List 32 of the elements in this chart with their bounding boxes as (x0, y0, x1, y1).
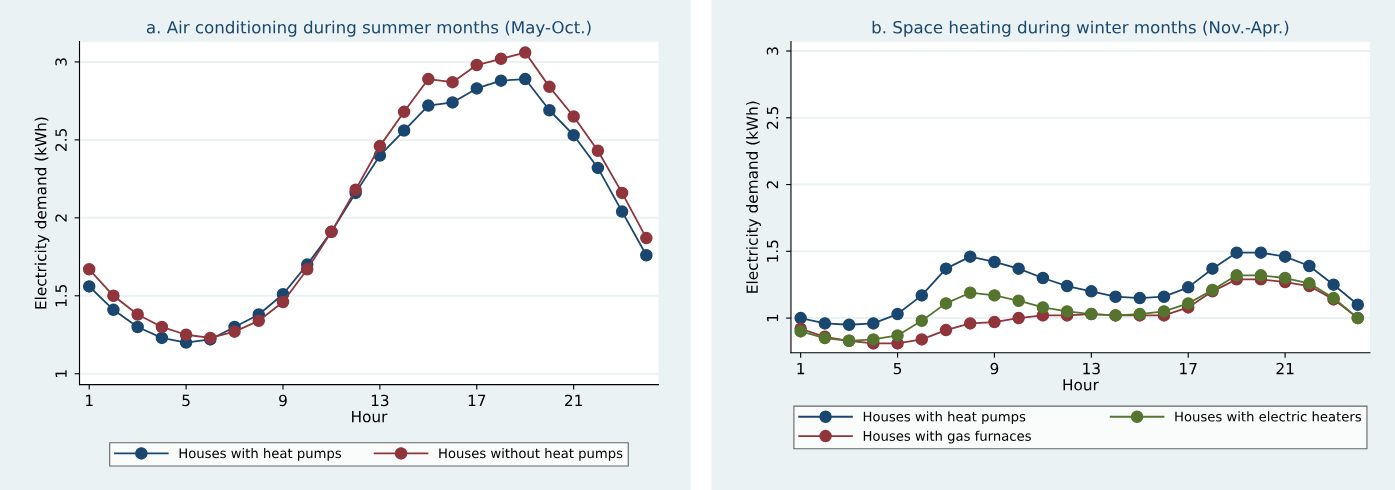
legend-label: Houses with heat pumps (863, 411, 1026, 425)
x-tick-label: 13 (371, 394, 389, 407)
x-tick-label: 9 (279, 394, 287, 407)
x-tick-label: 9 (990, 362, 999, 375)
y-tick-label: 1.5 (55, 284, 67, 307)
x-tick-label: 21 (1276, 362, 1294, 375)
y-axis-title: Electricity demand (kWh) (746, 101, 761, 293)
x-axis-title: Hour (1063, 379, 1099, 391)
x-tick-label: 17 (468, 394, 486, 406)
x-tick-label: 5 (182, 394, 190, 407)
x-tick-label: 13 (1083, 362, 1100, 375)
y-tick-label: 2 (766, 181, 779, 189)
legend-label: Houses with heat pumps (179, 447, 342, 461)
legend-label: Houses with electric heaters (1175, 411, 1362, 422)
y-axis-title: Electricity demand (kWh) (34, 117, 50, 309)
legend-label: Houses without heat pumps (439, 447, 623, 461)
y-tick-label: 3 (55, 58, 67, 66)
x-tick-label: 1 (797, 362, 805, 375)
x-tick-label: 5 (893, 362, 902, 375)
chart-title: a. Air conditioning during summer months (May-Oct.) (146, 20, 591, 37)
legend-label: Houses with gas furnaces (863, 430, 1031, 444)
y-tick-label: 2 (55, 214, 67, 222)
x-tick-label: 17 (1180, 362, 1197, 375)
y-tick-label: 1.5 (766, 240, 779, 262)
y-tick-label: 3 (766, 47, 779, 55)
x-tick-label: 1 (86, 394, 93, 406)
y-tick-label: 1 (766, 314, 779, 322)
x-axis-title: Hour (352, 411, 388, 423)
y-tick-label: 2.5 (766, 106, 779, 129)
chart-title: b. Space heating during winter months (Nov.-Apr.) (872, 20, 1289, 37)
x-tick-label: 21 (565, 394, 582, 406)
y-tick-label: 2.5 (55, 129, 67, 151)
